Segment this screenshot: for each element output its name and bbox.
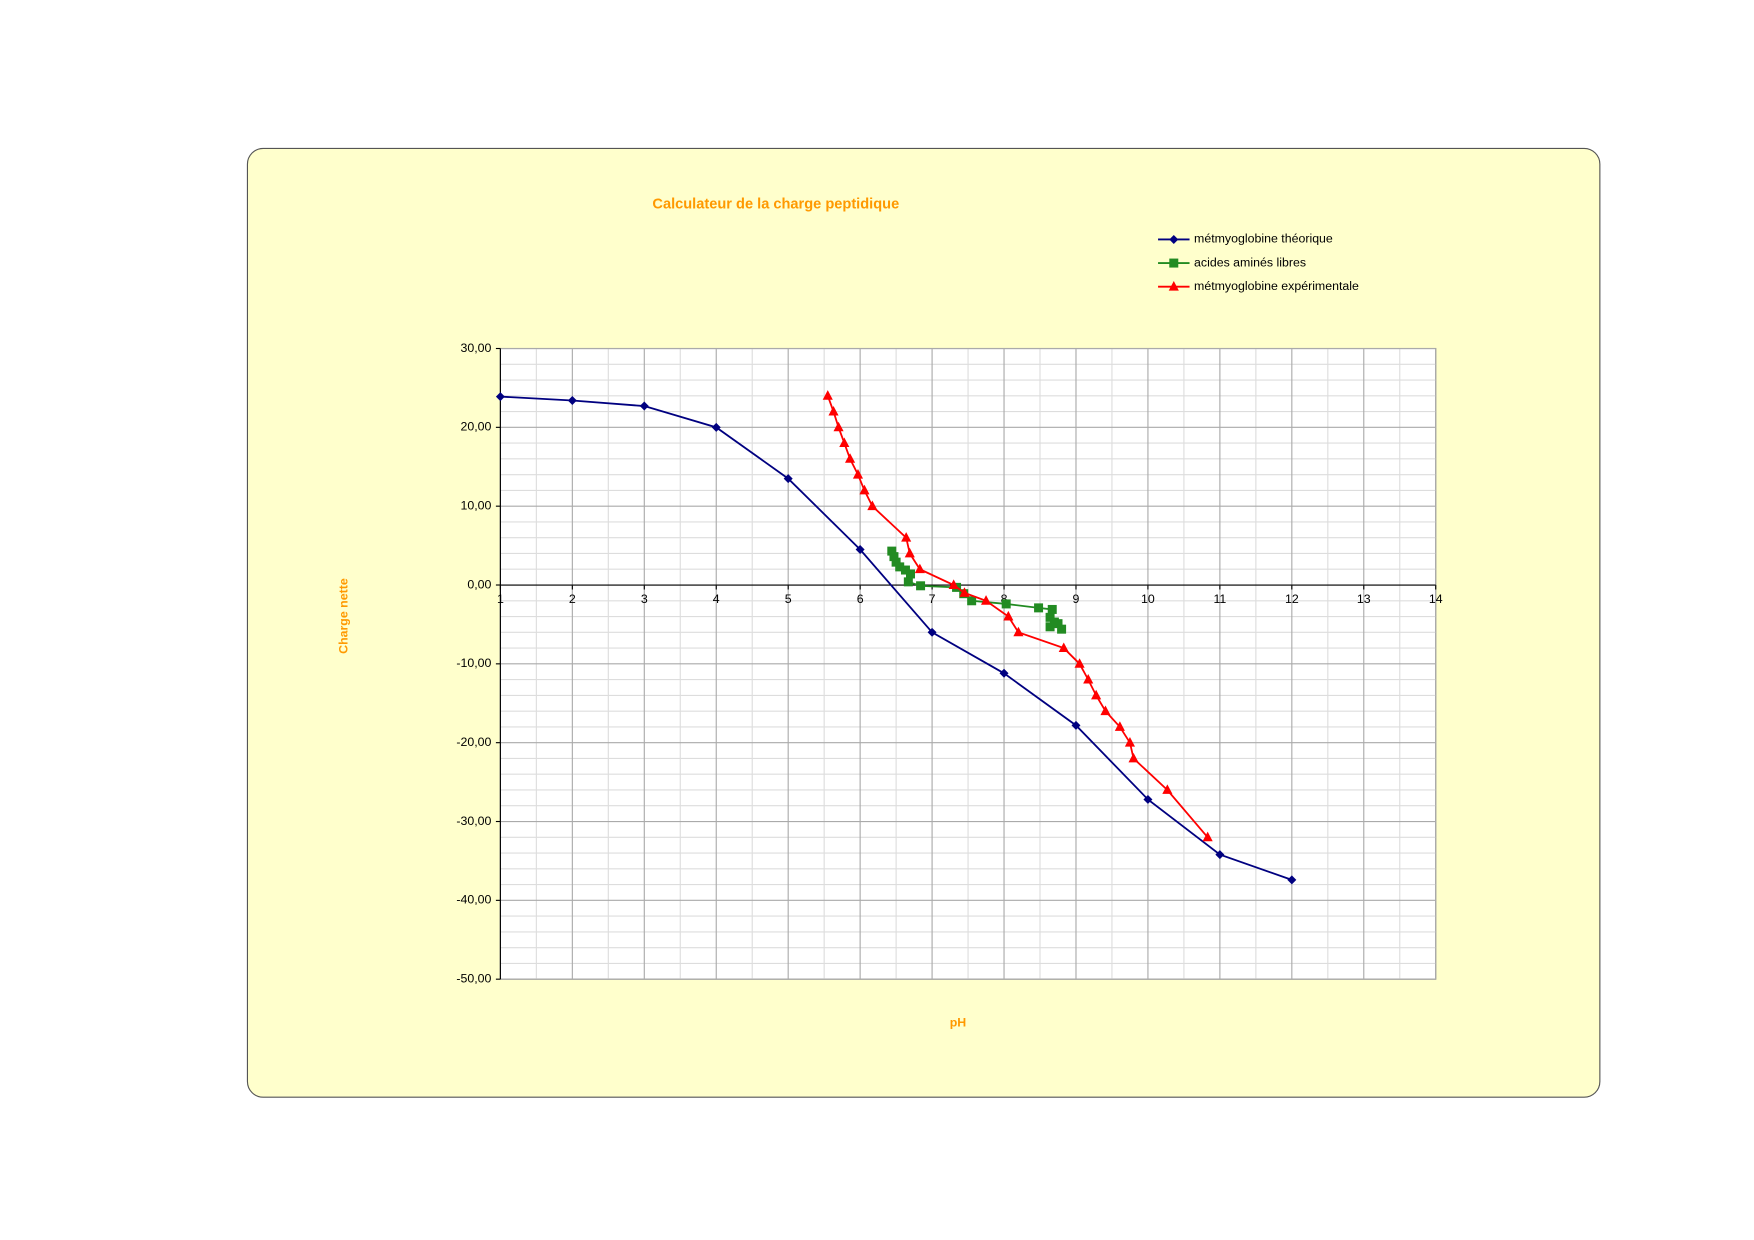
point	[711, 422, 721, 432]
point	[903, 577, 913, 587]
point	[1003, 610, 1014, 621]
point	[1001, 599, 1011, 609]
point	[1083, 673, 1094, 684]
y-tick-label: -30,00	[456, 814, 491, 828]
y-tick-label: 10,00	[460, 498, 491, 512]
point	[1034, 603, 1044, 613]
chart-title: Calculateur de la charge peptidique	[652, 196, 899, 212]
y-tick-label: -20,00	[456, 735, 491, 749]
point	[999, 668, 1009, 678]
point	[567, 396, 577, 406]
point	[1074, 658, 1085, 668]
x-tick-label: 6	[857, 592, 864, 606]
x-tick-label: 12	[1285, 592, 1299, 606]
point	[1162, 784, 1173, 794]
x-tick-label: 10	[1141, 592, 1155, 606]
x-tick-label: 7	[929, 592, 936, 606]
legend-marker	[1169, 234, 1179, 244]
point	[914, 563, 925, 574]
point	[828, 405, 839, 416]
point	[855, 545, 865, 555]
point	[916, 581, 926, 591]
point	[959, 587, 970, 597]
x-tick-label: 3	[641, 592, 648, 606]
legend-label: métmyoglobine théorique	[1194, 232, 1333, 246]
point	[1128, 752, 1139, 763]
point	[1091, 689, 1102, 700]
point	[1057, 624, 1067, 634]
point	[948, 579, 959, 589]
point	[852, 469, 864, 479]
series-line	[500, 395, 1293, 881]
x-tick-label: 14	[1429, 592, 1443, 606]
legend-label: acides aminés libres	[1194, 255, 1306, 269]
x-tick-label: 9	[1073, 592, 1080, 606]
point	[1287, 875, 1297, 885]
y-tick-label: 20,00	[460, 420, 491, 434]
y-tick-label: -40,00	[456, 893, 491, 907]
y-tick-label: -10,00	[456, 656, 491, 670]
y-axis-title: Charge nette	[336, 578, 350, 654]
point	[783, 474, 793, 484]
point	[1013, 626, 1024, 637]
x-tick-label: 5	[785, 592, 792, 606]
legend-label: métmyoglobine expérimentale	[1194, 279, 1359, 293]
point	[1047, 604, 1057, 614]
point	[901, 532, 912, 542]
point	[1045, 622, 1055, 632]
x-axis-title: pH	[950, 1015, 967, 1029]
y-tick-label: 30,00	[460, 341, 491, 355]
legend-marker	[1168, 281, 1179, 291]
x-tick-label: 11	[1213, 592, 1226, 606]
point	[1202, 831, 1213, 842]
point	[967, 596, 977, 606]
point	[1058, 642, 1069, 653]
x-tick-label: 13	[1357, 592, 1371, 606]
point	[980, 595, 992, 605]
point	[867, 500, 878, 511]
point	[833, 421, 844, 432]
point	[904, 547, 915, 558]
point	[1143, 794, 1153, 804]
point	[1100, 705, 1111, 716]
point	[639, 401, 649, 411]
point	[495, 392, 505, 402]
point	[1114, 721, 1125, 731]
point	[1215, 850, 1225, 860]
point	[906, 569, 915, 579]
point	[845, 453, 856, 463]
point	[822, 390, 833, 400]
y-tick-label: -50,00	[456, 971, 491, 985]
point	[1124, 737, 1136, 747]
x-tick-label: 2	[569, 592, 576, 606]
y-tick-label: 0,00	[467, 577, 491, 591]
point	[859, 484, 870, 495]
point	[927, 627, 937, 637]
point	[839, 437, 850, 448]
x-tick-label: 4	[713, 592, 720, 606]
x-tick-label: 8	[1001, 592, 1008, 606]
point	[1071, 720, 1081, 730]
legend-marker	[1169, 258, 1179, 268]
